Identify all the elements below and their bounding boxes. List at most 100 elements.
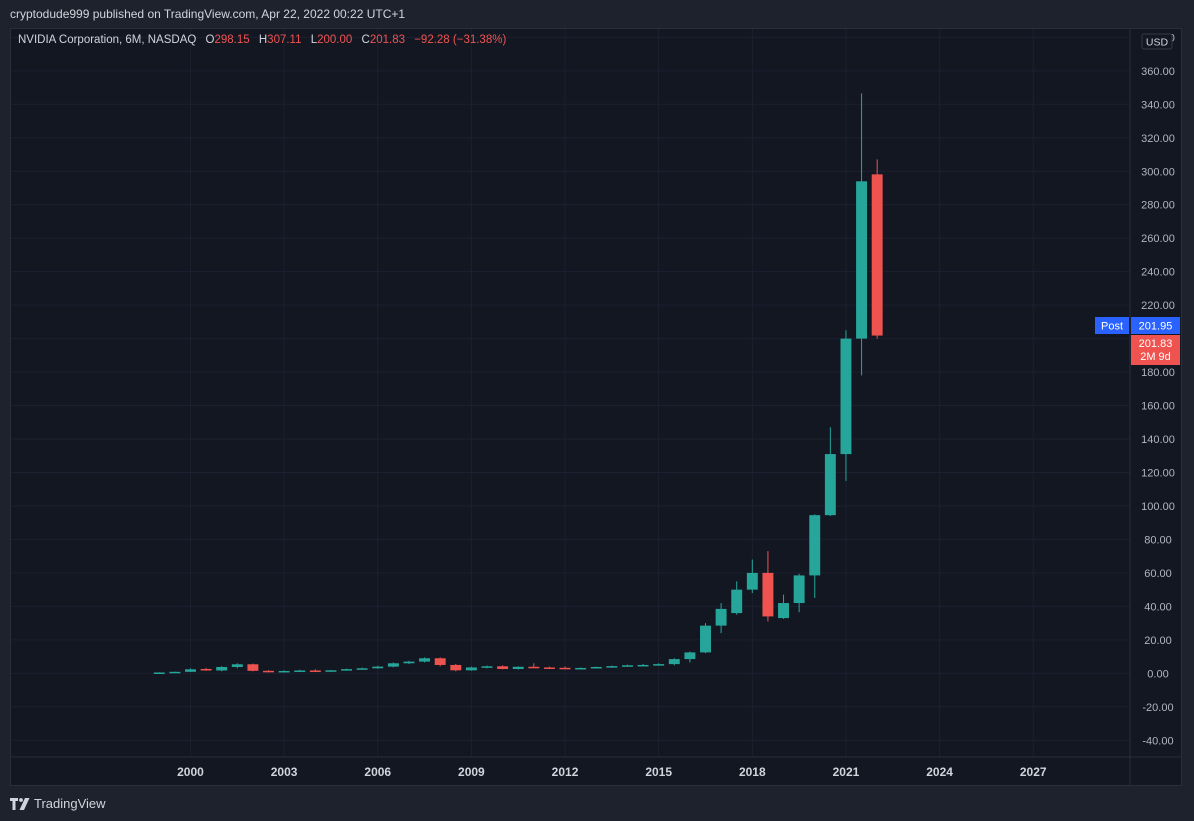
candle-body: [465, 667, 477, 671]
candle: [200, 667, 212, 671]
candle-body: [294, 670, 306, 672]
candle: [387, 662, 399, 668]
price-tick-label: 320.00: [1141, 133, 1175, 145]
candle: [840, 330, 852, 481]
footer-brand[interactable]: TradingView: [10, 794, 106, 814]
low-label: L: [310, 34, 318, 46]
change-value: −92.28 (−31.38%): [414, 34, 507, 46]
candle-body: [762, 572, 774, 617]
candle-body: [856, 181, 868, 339]
candle: [622, 664, 633, 667]
candle-body: [356, 668, 368, 670]
price-tick-label: 220.00: [1141, 300, 1175, 312]
candle: [278, 670, 290, 673]
candle: [325, 669, 337, 672]
candle-body: [809, 515, 821, 576]
last-price-marker: 201.83 2M 9d: [1131, 335, 1180, 365]
price-tick-label: 80.00: [1144, 534, 1172, 546]
candle: [216, 666, 228, 672]
candle-body: [590, 666, 602, 669]
time-tick-label: 2024: [926, 765, 953, 779]
candle-body: [481, 666, 493, 668]
price-tick-label: -20.00: [1142, 702, 1173, 714]
time-tick-label: 2012: [552, 765, 579, 779]
price-tick-label: 360.00: [1141, 66, 1175, 78]
candle: [778, 594, 789, 619]
candle: [871, 159, 883, 339]
time-tick-label: 2003: [271, 765, 298, 779]
candle-body: [559, 667, 571, 670]
candle: [497, 665, 509, 670]
candle-body: [247, 664, 259, 671]
candles: [153, 93, 883, 674]
price-tick-label: 100.00: [1141, 501, 1175, 513]
candle-body: [700, 625, 711, 653]
candle-body: [169, 671, 181, 674]
candle: [450, 663, 462, 672]
candle: [512, 666, 524, 670]
candle-body: [668, 659, 680, 665]
currency-badge[interactable]: USD: [1141, 33, 1173, 50]
candle-body: [637, 664, 649, 667]
candle-body: [216, 666, 228, 671]
symbol-title[interactable]: NVIDIA Corporation, 6M, NASDAQ: [18, 34, 197, 46]
last-price-label: 201.83: [1139, 338, 1173, 350]
candle-body: [575, 667, 587, 670]
price-tick-label: 60.00: [1144, 568, 1172, 580]
price-tick-label: 340.00: [1141, 99, 1175, 111]
candle-body: [372, 666, 384, 669]
candle-body: [325, 670, 337, 672]
candle-body: [231, 664, 243, 667]
price-tick-label: 240.00: [1141, 267, 1175, 279]
price-tick-label: 0.00: [1147, 668, 1168, 680]
candle: [309, 669, 321, 672]
time-tick-label: 2006: [364, 765, 391, 779]
candle: [341, 668, 353, 671]
candle: [824, 427, 836, 517]
candle-body: [153, 672, 165, 674]
candle: [606, 665, 618, 668]
candle-body: [434, 658, 446, 665]
candle-body: [497, 666, 509, 669]
candle: [746, 559, 758, 593]
candle-body: [419, 658, 431, 662]
post-label: Post: [1101, 321, 1123, 333]
candle: [809, 514, 821, 599]
candle: [528, 663, 540, 669]
price-tick-label: 160.00: [1141, 401, 1175, 413]
time-tick-label: 2000: [177, 765, 204, 779]
time-axis: 2000 2003 2006 2009 2012 2015 2018 2021 2024 2027: [177, 765, 1047, 779]
candle: [684, 651, 696, 663]
candle: [715, 603, 727, 634]
candle-body: [450, 664, 462, 671]
candle-body: [528, 666, 540, 669]
post-market-marker: Post 201.95: [1095, 317, 1180, 334]
candle-body: [403, 661, 415, 664]
open-value: 298.15: [214, 34, 250, 46]
currency-label: USD: [1146, 37, 1169, 49]
candle-body: [200, 668, 212, 671]
close-value: 201.83: [369, 34, 405, 46]
time-tick-label: 2021: [833, 765, 860, 779]
candle: [372, 665, 384, 669]
candle-body: [341, 669, 353, 671]
price-tick-label: 120.00: [1141, 467, 1175, 479]
candle-body: [622, 665, 633, 667]
candle-body: [793, 575, 805, 604]
candle: [247, 663, 259, 672]
price-tick-label: 140.00: [1141, 434, 1175, 446]
candle: [590, 666, 602, 669]
grid: [11, 29, 1130, 757]
candle: [419, 657, 431, 663]
candle: [185, 668, 196, 672]
bar-countdown-label: 2M 9d: [1140, 351, 1171, 363]
candle-body: [278, 670, 290, 673]
candle: [637, 663, 649, 667]
published-caption: cryptodude999 published on TradingView.c…: [10, 7, 406, 21]
candle: [403, 660, 415, 665]
time-tick-label: 2015: [645, 765, 672, 779]
candle: [559, 666, 571, 670]
candle: [481, 665, 493, 669]
price-tick-label: -40.00: [1142, 735, 1173, 747]
